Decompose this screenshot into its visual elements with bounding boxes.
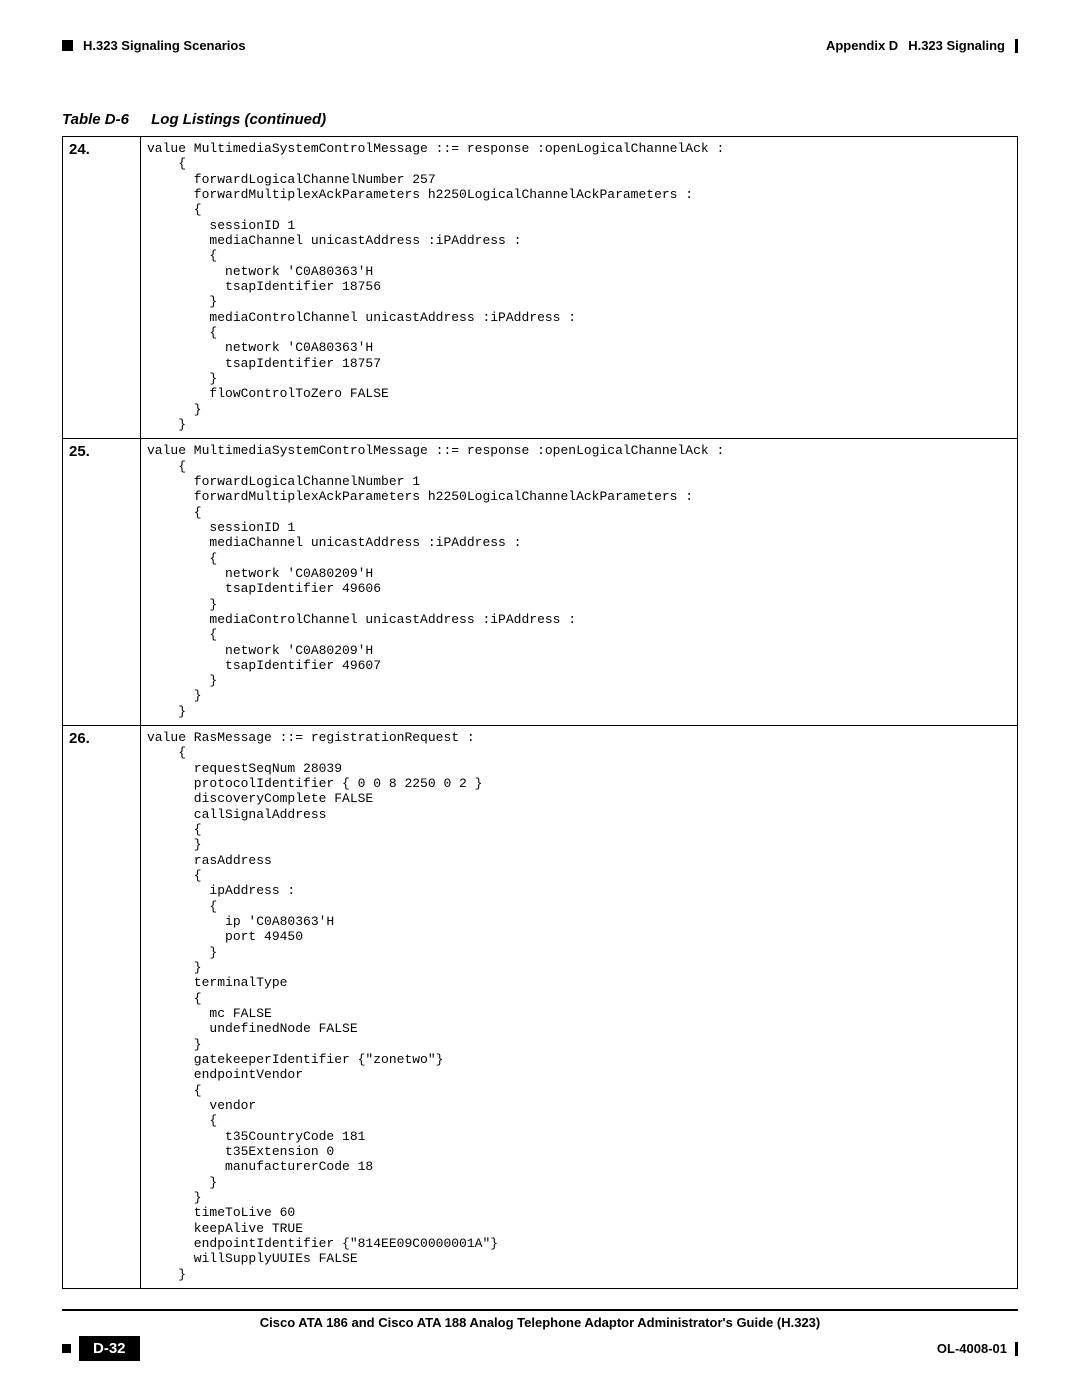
table-caption: Table D-6 Log Listings (continued) <box>62 111 1018 128</box>
appendix-title: H.323 Signaling <box>908 38 1005 53</box>
page-header: H.323 Signaling Scenarios Appendix D H.3… <box>62 38 1018 53</box>
row-number: 26. <box>63 726 141 1289</box>
table-row: 25. value MultimediaSystemControlMessage… <box>63 439 1018 726</box>
row-code: value RasMessage ::= registrationRequest… <box>141 726 1018 1289</box>
page-container: H.323 Signaling Scenarios Appendix D H.3… <box>0 0 1080 1397</box>
footer-bottom: D-32 OL-4008-01 <box>62 1336 1018 1361</box>
vertical-rule-icon <box>1015 39 1018 53</box>
header-right: Appendix D H.323 Signaling <box>826 38 1018 53</box>
footer-right: OL-4008-01 <box>937 1341 1018 1356</box>
bullet-icon <box>62 40 73 51</box>
footer-doc-title: Cisco ATA 186 and Cisco ATA 188 Analog T… <box>62 1315 1018 1330</box>
doc-id: OL-4008-01 <box>937 1341 1007 1356</box>
page-number: D-32 <box>79 1336 140 1361</box>
section-title: H.323 Signaling Scenarios <box>83 38 246 53</box>
appendix-label: Appendix D <box>826 38 898 53</box>
row-code: value MultimediaSystemControlMessage ::=… <box>141 137 1018 439</box>
table-label: Table D-6 <box>62 111 129 128</box>
page-footer: Cisco ATA 186 and Cisco ATA 188 Analog T… <box>62 1309 1018 1361</box>
table-title: Log Listings (continued) <box>151 111 326 128</box>
table-row: 24. value MultimediaSystemControlMessage… <box>63 137 1018 439</box>
row-number: 24. <box>63 137 141 439</box>
vertical-rule-icon <box>1015 1342 1018 1356</box>
footer-rule <box>62 1309 1018 1311</box>
bullet-icon <box>62 1344 71 1353</box>
header-left: H.323 Signaling Scenarios <box>62 38 246 53</box>
footer-left: D-32 <box>62 1336 140 1361</box>
row-number: 25. <box>63 439 141 726</box>
row-code: value MultimediaSystemControlMessage ::=… <box>141 439 1018 726</box>
log-table: 24. value MultimediaSystemControlMessage… <box>62 136 1018 1289</box>
table-row: 26. value RasMessage ::= registrationReq… <box>63 726 1018 1289</box>
